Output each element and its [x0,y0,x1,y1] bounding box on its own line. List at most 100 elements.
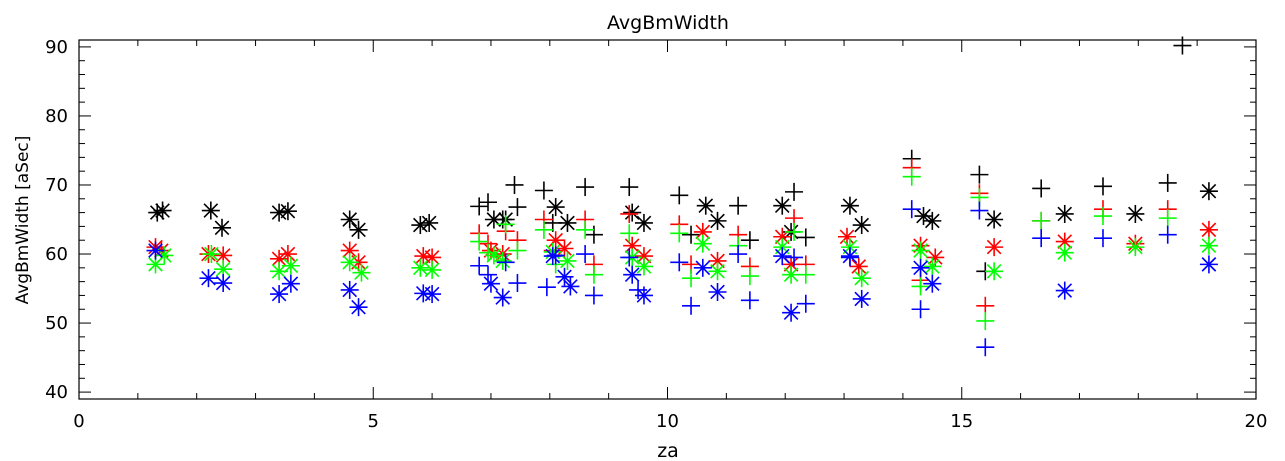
plus-marker [911,300,930,319]
plus-marker [534,220,553,239]
axis-ticks [78,40,1257,399]
asterisk-marker [634,213,653,232]
asterisk-marker [985,238,1004,257]
asterisk-marker [202,245,221,264]
plus-marker [976,338,995,357]
asterisk-marker [349,298,368,317]
asterisk-marker [214,274,233,293]
asterisk-marker [837,227,856,246]
asterisk-marker [708,211,727,230]
asterisk-marker [493,251,512,270]
asterisk-marker [493,288,512,307]
asterisk-marker [555,239,574,258]
plus-marker [1093,229,1112,248]
asterisk-marker [696,196,715,215]
x-tick-label: 20 [1245,411,1268,432]
asterisk-marker [1199,236,1218,255]
asterisk-marker [914,207,933,226]
plus-marker [670,253,689,272]
plus-marker [740,231,759,250]
asterisk-marker [1199,220,1218,239]
plus-marker [785,248,804,267]
asterisk-marker [420,213,439,232]
plus-marker [682,225,701,244]
plus-marker [620,224,639,243]
asterisk-marker [923,274,942,293]
asterisk-marker [985,262,1004,281]
plus-marker [620,178,639,197]
plus-marker [1093,177,1112,196]
asterisk-marker [634,257,653,276]
asterisk-marker [340,210,359,229]
asterisk-marker [199,269,218,288]
plus-marker [1032,179,1051,198]
asterisk-marker [558,251,577,270]
plot-frame [78,39,1257,400]
asterisk-marker [1199,255,1218,274]
y-tick-label: 90 [45,37,68,58]
asterisk-marker [555,267,574,286]
asterisk-marker [1055,204,1074,223]
y-tick-label: 70 [45,175,68,196]
x-axis-label: za [657,440,679,461]
asterisk-marker [270,203,289,222]
plus-marker [729,245,748,264]
plus-marker [796,228,815,247]
plus-marker [1032,229,1051,248]
asterisk-marker [693,258,712,277]
asterisk-marker [414,247,433,266]
plus-marker [976,311,995,330]
asterisk-marker [1055,281,1074,300]
plus-marker [1158,225,1177,244]
plus-marker [682,269,701,288]
plus-marker [470,197,489,216]
plus-marker [1158,209,1177,228]
tick-labels: 0 5 10 15 20 40 50 60 70 80 90 [45,37,1267,432]
asterisk-marker [213,218,232,237]
y-tick-label: 80 [45,106,68,127]
asterisk-marker [840,196,859,215]
plus-marker [584,265,603,284]
asterisk-marker [153,201,172,220]
asterisk-marker [852,269,871,288]
plus-marker [1093,207,1112,226]
plus-marker [902,167,921,186]
asterisk-marker [852,289,871,308]
chart-title: AvgBmWidth [607,12,729,34]
x-tick-label: 0 [73,411,84,432]
asterisk-marker [201,201,220,220]
asterisk-marker [270,285,289,304]
plus-marker [576,220,595,239]
plus-marker [740,267,759,286]
asterisk-marker [411,258,430,277]
asterisk-marker [1055,243,1074,262]
asterisk-marker [561,277,580,296]
asterisk-marker [773,247,792,266]
asterisk-marker [423,285,442,304]
asterisk-marker [281,274,300,293]
plus-marker [584,286,603,305]
asterisk-marker [911,258,930,277]
plus-marker [620,204,639,223]
data-points [146,36,1218,357]
plus-marker [546,246,565,265]
plus-marker [976,296,995,315]
x-tick-label: 5 [368,411,379,432]
plus-marker [508,241,527,260]
asterisk-marker [340,280,359,299]
asterisk-marker [911,241,930,260]
asterisk-marker [1126,204,1145,223]
plus-marker [537,278,556,297]
plus-marker [740,291,759,310]
plus-marker [729,196,748,215]
plus-marker [970,201,989,220]
asterisk-marker [1126,238,1145,257]
plus-marker [584,225,603,244]
asterisk-marker [849,257,868,276]
y-axis-label: AvgBmWidth [aSec] [13,136,33,305]
plus-marker [496,215,515,234]
asterisk-marker [423,260,442,279]
asterisk-marker [923,257,942,276]
plus-marker [670,186,689,205]
plus-marker [785,222,804,241]
